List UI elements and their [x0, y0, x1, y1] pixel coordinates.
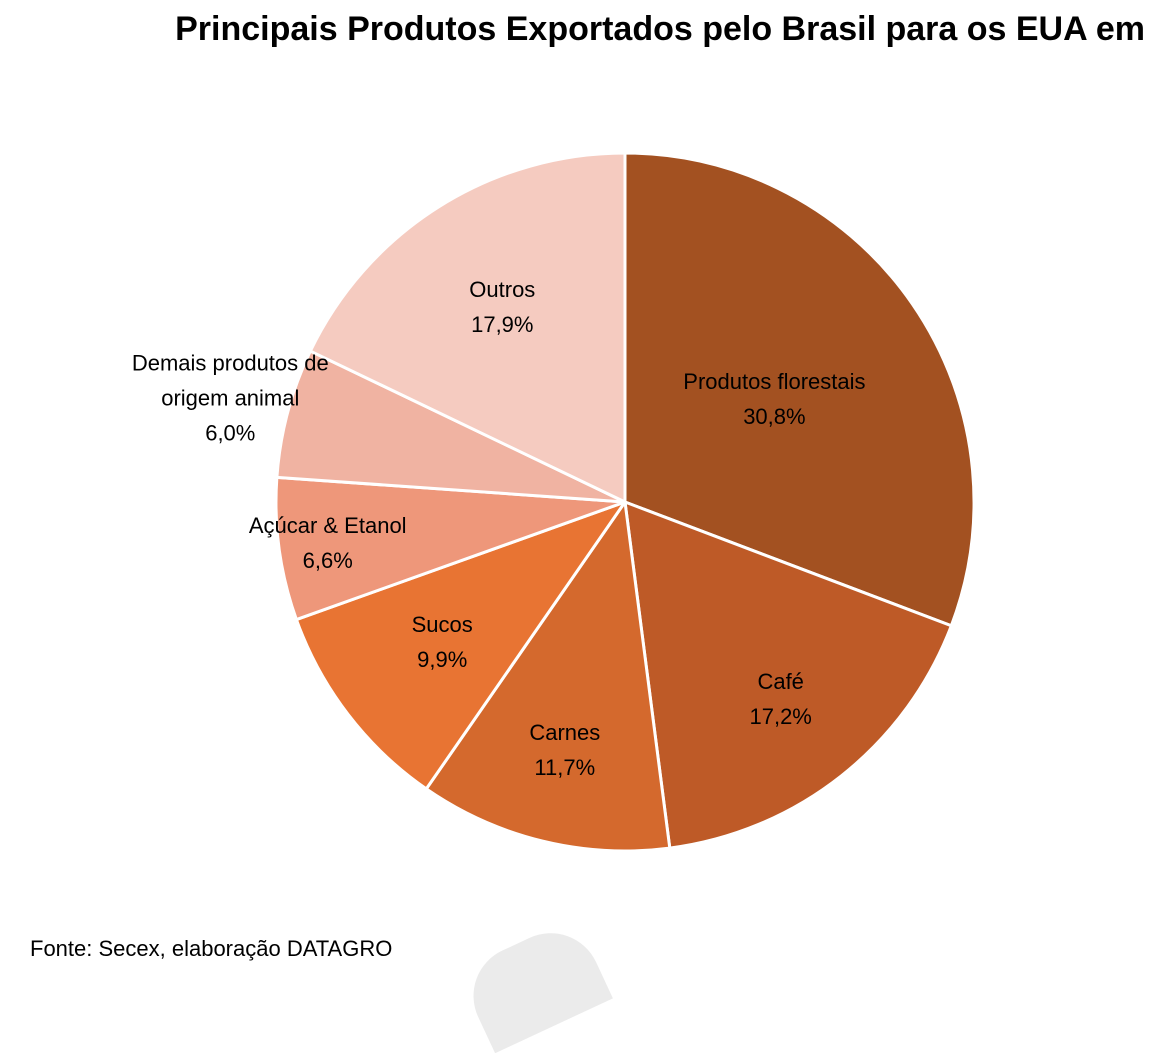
slice-value-label: 17,9%	[471, 312, 534, 338]
pie-slice-2	[623, 500, 953, 850]
slice-label-text: origem animal	[161, 385, 300, 410]
pie-slices	[274, 151, 976, 853]
pie-slice-7	[308, 151, 627, 504]
pie-slice-3	[424, 500, 672, 853]
slice-label-text: Demais produtos de	[131, 350, 329, 375]
pie-slice-1	[623, 151, 976, 628]
slice-label-text: Produtos florestais	[683, 368, 866, 394]
slice-value-label: 30,8%	[743, 403, 806, 429]
slice-label-text: Sucos	[411, 612, 473, 638]
slice-label-4: Sucos 9,9%	[412, 607, 473, 677]
slice-label-2: Café 17,2%	[749, 664, 811, 734]
pie-slice-5	[274, 475, 627, 622]
slice-label-text: Café	[757, 669, 804, 695]
slice-label-7: Outros 17,9%	[469, 272, 535, 342]
slice-value-label: 6,6%	[302, 547, 353, 573]
slice-label-text: Carnes	[529, 719, 601, 745]
slice-label-6: Demais produtos de origem animal 6,0%	[132, 345, 329, 450]
pie-slice-4	[294, 500, 627, 791]
slice-label-text: Açúcar & Etanol	[248, 512, 407, 538]
slice-label-text: Outros	[469, 277, 536, 303]
pie-slice-6	[275, 349, 627, 504]
slice-label-3: Carnes 11,7%	[529, 715, 600, 785]
slice-value-label: 11,7%	[534, 754, 596, 780]
slice-value-label: 6,0%	[205, 420, 256, 445]
source-note: Fonte: Secex, elaboração DATAGRO	[30, 936, 393, 961]
slice-value-label: 17,2%	[749, 704, 812, 730]
slice-value-label: 9,9%	[417, 647, 468, 673]
pie-chart	[274, 151, 976, 853]
chart-title: Principais Produtos Exportados pelo Bras…	[175, 10, 1145, 48]
slice-label-1: Produtos florestais 30,8%	[683, 364, 865, 434]
slice-label-5: Açúcar & Etanol 6,6%	[249, 508, 407, 578]
